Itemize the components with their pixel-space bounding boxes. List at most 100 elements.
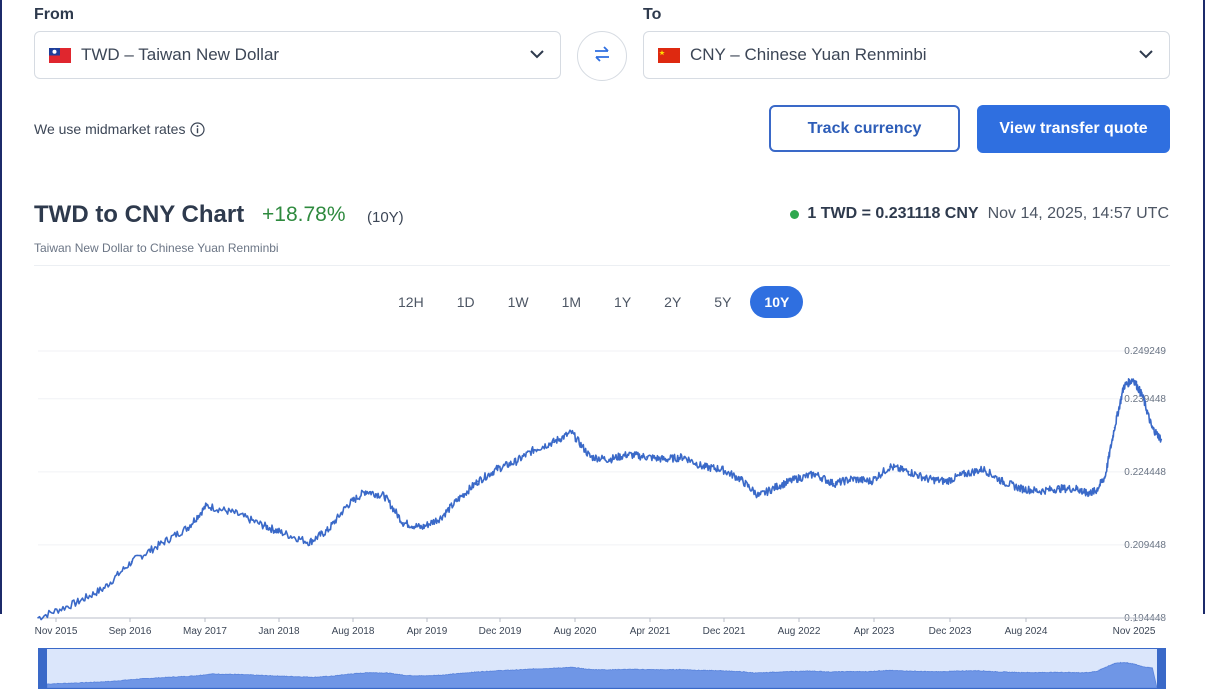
- data-point: [683, 456, 685, 458]
- window-edge-left: [0, 0, 2, 614]
- to-currency-value: CNY – Chinese Yuan Renminbi: [690, 45, 927, 64]
- chart-title: TWD to CNY Chart: [34, 201, 245, 228]
- data-point: [205, 504, 208, 507]
- period-tab-10y[interactable]: 10Y: [750, 286, 804, 318]
- y-tick-label: 0.239448: [1124, 394, 1166, 405]
- data-point: [383, 495, 386, 497]
- data-point: [907, 470, 910, 473]
- data-point: [889, 465, 891, 468]
- data-point: [1160, 438, 1163, 441]
- x-tick-label: Nov 2025: [1113, 626, 1156, 637]
- info-icon[interactable]: [190, 121, 206, 137]
- swap-currencies-button[interactable]: [577, 31, 627, 81]
- data-point: [832, 482, 835, 485]
- track-currency-button[interactable]: Track currency: [769, 105, 960, 152]
- midmarket-note: We use midmarket rates: [34, 121, 206, 137]
- from-label: From: [34, 6, 74, 23]
- x-tick-label: Aug 2024: [1005, 626, 1048, 637]
- to-currency-select[interactable]: CNY – Chinese Yuan Renminbi: [643, 31, 1170, 79]
- data-point: [439, 517, 442, 519]
- data-point: [186, 526, 189, 529]
- data-point: [102, 587, 105, 590]
- data-point: [626, 453, 629, 456]
- data-point: [1094, 490, 1097, 492]
- x-tick-label: Sep 2016: [109, 626, 152, 637]
- view-transfer-quote-button[interactable]: View transfer quote: [977, 105, 1170, 153]
- data-point: [327, 529, 329, 531]
- from-currency-value: TWD – Taiwan New Dollar: [81, 45, 280, 64]
- x-tick-label: Jan 2018: [258, 626, 300, 637]
- x-tick-label: Aug 2022: [778, 626, 821, 637]
- data-point: [130, 560, 133, 563]
- rate-timestamp: Nov 14, 2025, 14:57 UTC: [987, 205, 1169, 222]
- midmarket-text: We use midmarket rates: [34, 121, 186, 137]
- x-tick-label: Apr 2023: [854, 626, 895, 637]
- from-currency-select[interactable]: TWD – Taiwan New Dollar: [34, 31, 561, 79]
- swap-arrows-icon: [592, 45, 612, 68]
- data-point: [739, 478, 741, 480]
- x-tick-label: Aug 2018: [332, 626, 375, 637]
- data-point: [514, 461, 517, 463]
- x-tick-label: Apr 2021: [630, 626, 671, 637]
- rate-chart[interactable]: 0.2492490.2394480.2244480.2094480.194448…: [0, 340, 1207, 640]
- data-point: [795, 478, 798, 480]
- data-point: [1038, 490, 1041, 492]
- data-point: [720, 468, 723, 470]
- data-point: [402, 521, 404, 524]
- series-line: [37, 378, 1163, 621]
- period-tab-1y[interactable]: 1Y: [614, 294, 632, 310]
- data-point: [1123, 385, 1125, 388]
- data-point: [233, 512, 236, 514]
- data-point: [421, 526, 423, 529]
- live-dot-icon: [790, 209, 800, 219]
- data-point: [814, 473, 816, 475]
- data-point: [645, 456, 648, 458]
- period-tab-1w[interactable]: 1W: [507, 294, 529, 310]
- data-point: [926, 478, 929, 480]
- x-tick-label: Dec 2023: [929, 626, 972, 637]
- data-point: [37, 616, 39, 619]
- data-point: [1001, 480, 1003, 483]
- period-tabs: 12H 1D 1W 1M 1Y 2Y 5Y 10Y: [384, 286, 808, 318]
- data-point: [308, 541, 311, 544]
- y-tick-label: 0.209448: [1124, 540, 1166, 551]
- period-tab-1m[interactable]: 1M: [561, 294, 582, 310]
- data-point: [608, 458, 610, 461]
- data-point: [945, 480, 947, 483]
- data-point: [664, 458, 666, 461]
- navigator-right-handle[interactable]: [1157, 649, 1165, 688]
- chart-subtitle: Taiwan New Dollar to Chinese Yuan Renmin…: [34, 241, 279, 255]
- x-tick-label: Apr 2019: [407, 626, 448, 637]
- data-point: [261, 524, 264, 526]
- china-flag-icon: [658, 47, 680, 63]
- data-point: [570, 431, 573, 434]
- data-point: [701, 465, 704, 468]
- data-point: [280, 531, 283, 534]
- period-tab-12h[interactable]: 12H: [398, 294, 424, 310]
- data-point: [458, 497, 461, 500]
- x-tick-label: May 2017: [183, 626, 227, 637]
- range-navigator[interactable]: [38, 648, 1166, 689]
- data-point: [552, 441, 554, 444]
- data-point: [495, 468, 498, 470]
- data-point: [1057, 487, 1060, 490]
- data-point: [1113, 426, 1116, 429]
- data-point: [1104, 475, 1106, 478]
- navigator-area: [46, 661, 1158, 688]
- period-tab-1d[interactable]: 1D: [456, 294, 475, 310]
- navigator-left-handle[interactable]: [39, 649, 47, 688]
- x-tick-label: Dec 2021: [703, 626, 746, 637]
- window-edge-right: [1203, 0, 1205, 614]
- data-point: [158, 543, 161, 546]
- taiwan-flag-icon: [49, 47, 71, 63]
- period-tab-2y[interactable]: 2Y: [664, 294, 682, 310]
- period-tab-5y[interactable]: 5Y: [714, 294, 732, 310]
- data-point: [851, 478, 854, 480]
- data-point: [1085, 492, 1088, 495]
- x-tick-label: Nov 2015: [35, 626, 78, 637]
- y-tick-label: 0.249249: [1124, 346, 1166, 357]
- navigator-series-area: [46, 661, 1158, 688]
- rate-value: 1 TWD = 0.231118 CNY: [807, 205, 979, 222]
- data-point: [364, 490, 367, 492]
- y-tick-label: 0.224448: [1124, 467, 1166, 478]
